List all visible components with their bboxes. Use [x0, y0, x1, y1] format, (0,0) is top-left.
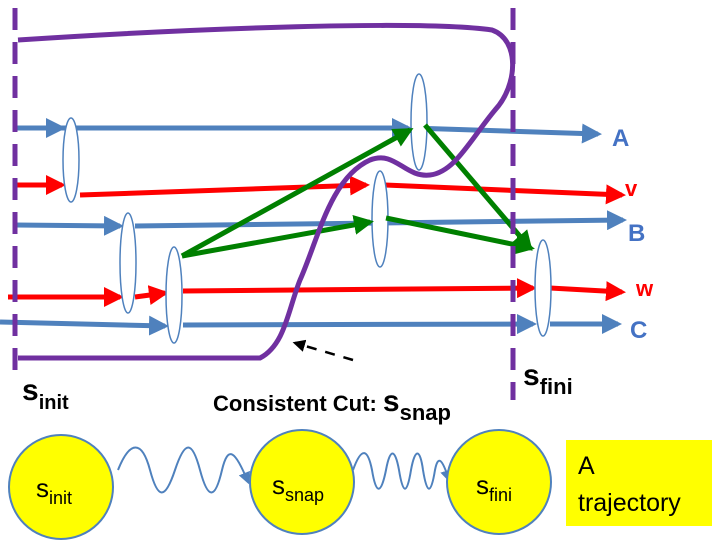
svg-text:A: A — [578, 452, 595, 480]
trajectory-squiggle — [117, 446, 250, 494]
svg-text:trajectory: trajectory — [578, 489, 681, 517]
cut-pointer-arrow — [292, 339, 354, 362]
trajectory-state-fini: sfini — [446, 429, 552, 535]
s-init-label: sinit — [22, 374, 69, 414]
process-line-c — [0, 314, 622, 336]
event-ellipse — [119, 212, 137, 314]
trajectory-label-box: A trajectory — [566, 440, 712, 526]
consistent-cut-curve — [17, 22, 516, 361]
svg-text:ssnap: ssnap — [272, 470, 324, 505]
label-w: w — [635, 276, 654, 301]
event-ellipse — [410, 73, 428, 171]
label-b: B — [628, 220, 645, 247]
trajectory-state-snap: ssnap — [249, 429, 355, 535]
trajectory-squiggle — [352, 452, 452, 490]
label-v: v — [625, 176, 638, 201]
event-ellipse — [62, 117, 80, 203]
label-c: C — [630, 317, 647, 344]
label-a: A — [612, 125, 629, 152]
consistent-cut-caption: Consistent Cut: ssnap — [213, 385, 451, 425]
variable-line-w — [8, 278, 626, 307]
svg-text:sfini: sfini — [476, 470, 512, 505]
s-fini-label: sfini — [523, 359, 573, 399]
process-line-a — [15, 118, 602, 144]
event-ellipse — [371, 170, 389, 268]
svg-text:sinit: sinit — [36, 473, 72, 508]
event-ellipse — [534, 239, 552, 337]
trajectory-state-init: sinit — [8, 434, 114, 540]
variable-line-v — [15, 175, 626, 205]
event-ellipse — [165, 246, 183, 344]
